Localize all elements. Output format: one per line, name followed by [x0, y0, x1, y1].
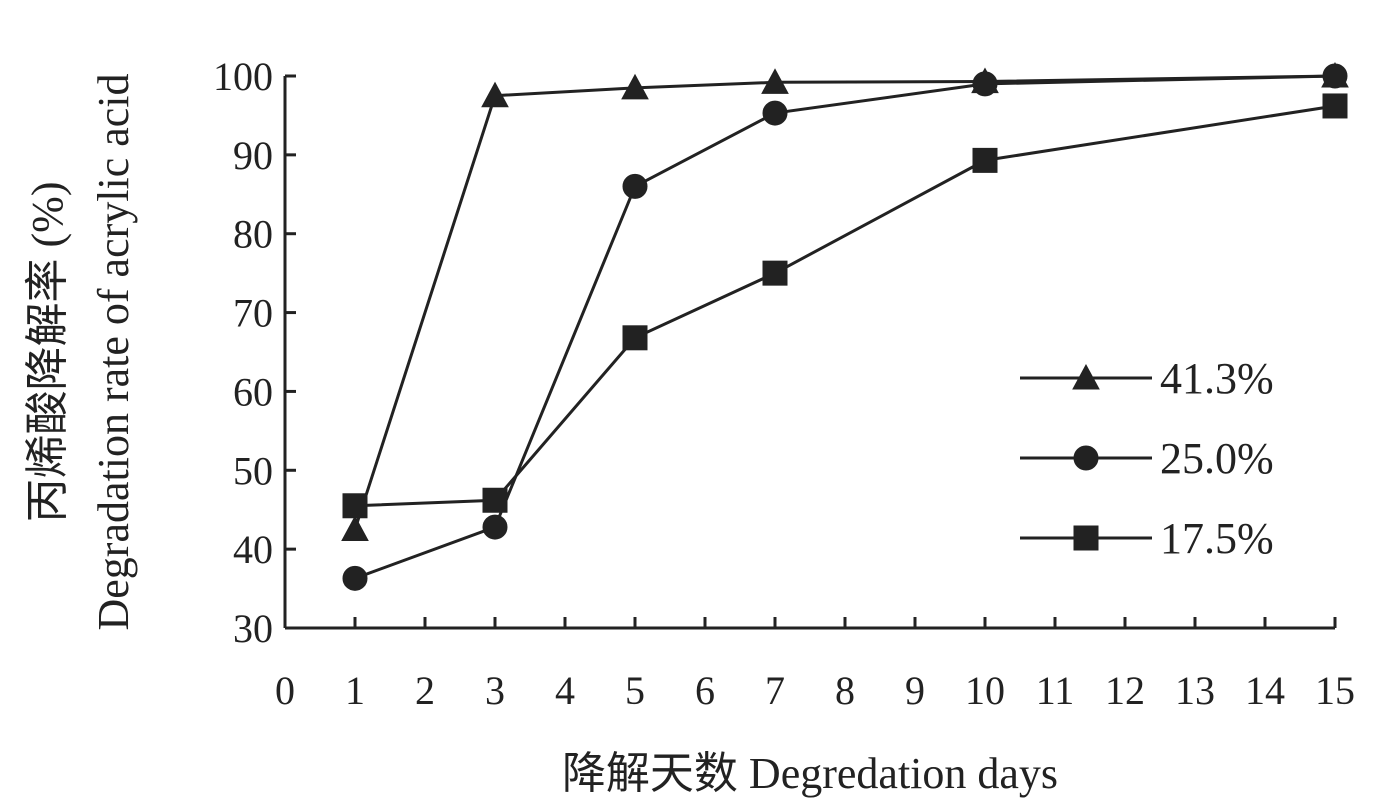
- data-point-1-2: [622, 173, 648, 199]
- data-point-0-0: [341, 515, 369, 541]
- data-point-2-3: [762, 260, 788, 286]
- data-point-1-0: [342, 565, 368, 591]
- y-axis-title-cn: 丙烯酸降解率 (%): [23, 182, 72, 523]
- y-tick-label: 60: [233, 369, 273, 414]
- x-tick-label: 11: [1036, 668, 1075, 713]
- series-group: [341, 61, 1349, 591]
- data-point-2-5: [1322, 93, 1348, 119]
- y-tick-label: 100: [213, 54, 273, 99]
- series-line-2: [354, 104, 1336, 508]
- series-1: [342, 63, 1348, 591]
- data-point-2-0: [342, 493, 368, 519]
- data-point-1-4: [972, 71, 998, 97]
- series-line-0: [353, 74, 1336, 530]
- x-tick-label: 14: [1245, 668, 1285, 713]
- x-tick-label: 4: [555, 668, 575, 713]
- x-tick-label: 0: [275, 668, 295, 713]
- x-tick-label: 15: [1315, 668, 1355, 713]
- y-axis-title-en: Degradation rate of acrylic acid: [89, 73, 138, 630]
- data-point-1-5: [1322, 63, 1348, 89]
- data-point-0-2: [621, 73, 649, 100]
- data-point-1-1: [482, 514, 508, 540]
- data-point-0-1: [481, 81, 509, 108]
- legend-label-2: 17.5%: [1160, 514, 1274, 563]
- x-tick-label: 13: [1175, 668, 1215, 713]
- data-point-2-2: [622, 325, 648, 351]
- x-tick-label: 8: [835, 668, 855, 713]
- x-tick-label: 12: [1105, 668, 1145, 713]
- series-2: [342, 93, 1348, 519]
- legend-entry-1: 25.0%: [1020, 434, 1274, 483]
- data-point-0-3: [761, 68, 789, 94]
- data-point-1-3: [762, 100, 788, 126]
- y-tick-label: 30: [233, 606, 273, 651]
- y-ticks: 30 40 50 60 70 80 90 100: [213, 54, 296, 651]
- series-line-1: [354, 74, 1336, 580]
- y-tick-label: 90: [233, 133, 273, 178]
- data-point-2-1: [482, 487, 508, 513]
- x-axis-title: 降解天数 Degredation days: [562, 749, 1058, 798]
- y-tick-label: 40: [233, 527, 273, 572]
- x-tick-label: 9: [905, 668, 925, 713]
- legend-marker-2: [1073, 525, 1099, 551]
- x-ticks: 0 1 2 3 4 5 6 7 8 9 10 11 12 13 14 15: [275, 617, 1355, 713]
- legend-marker-1: [1073, 445, 1099, 471]
- x-tick-label: 7: [765, 668, 785, 713]
- data-point-2-4: [972, 147, 998, 173]
- y-tick-label: 70: [233, 291, 273, 336]
- x-tick-label: 10: [965, 668, 1005, 713]
- x-tick-label: 6: [695, 668, 715, 713]
- legend-entry-2: 17.5%: [1020, 514, 1274, 563]
- legend-label-0: 41.3%: [1160, 354, 1274, 403]
- legend-marker-0: [1072, 363, 1100, 390]
- legend-label-1: 25.0%: [1160, 434, 1274, 483]
- x-tick-label: 2: [415, 668, 435, 713]
- x-tick-label: 5: [625, 668, 645, 713]
- legend: 41.3% 25.0% 17.5%: [1020, 354, 1274, 563]
- y-tick-label: 80: [233, 212, 273, 257]
- x-tick-label: 1: [345, 668, 365, 713]
- legend-entry-0: 41.3%: [1020, 354, 1274, 403]
- y-tick-label: 50: [233, 448, 273, 493]
- x-tick-label: 3: [485, 668, 505, 713]
